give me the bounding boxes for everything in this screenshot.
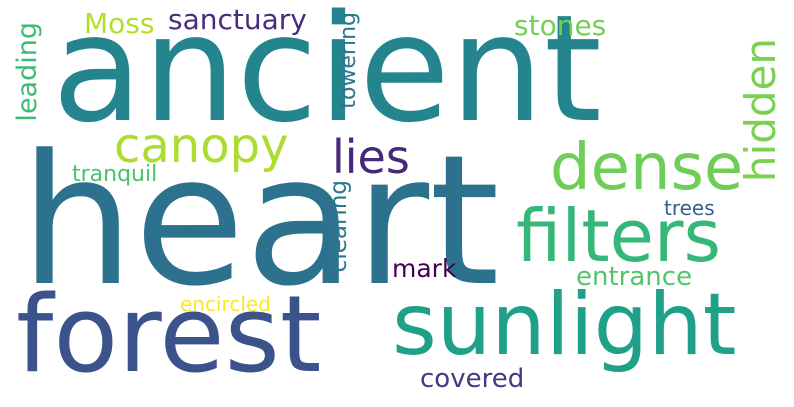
word-lies: lies bbox=[332, 130, 410, 184]
word-sunlight: sunlight bbox=[392, 275, 737, 375]
word-trees: trees bbox=[664, 196, 715, 220]
word-entrance: entrance bbox=[576, 262, 693, 292]
word-filters: filters bbox=[516, 194, 721, 278]
word-leading: leading bbox=[12, 22, 43, 122]
word-forest: forest bbox=[16, 273, 322, 396]
word-clearing: clearing bbox=[326, 180, 352, 273]
word-encircled: encircled bbox=[180, 292, 271, 316]
word-sanctuary: sanctuary bbox=[168, 3, 307, 36]
word-tranquil: tranquil bbox=[72, 162, 158, 187]
word-towering: towering bbox=[336, 12, 361, 109]
word-ancient: ancient bbox=[52, 0, 602, 155]
word-covered: covered bbox=[420, 364, 525, 394]
word-dense: dense bbox=[550, 131, 744, 205]
word-moss: Moss bbox=[84, 7, 155, 40]
word-mark: mark bbox=[392, 254, 457, 283]
word-hidden: hidden bbox=[736, 38, 785, 183]
word-heart: heart bbox=[20, 117, 500, 326]
word-stones: stones bbox=[514, 9, 607, 42]
word-canopy: canopy bbox=[114, 118, 289, 174]
